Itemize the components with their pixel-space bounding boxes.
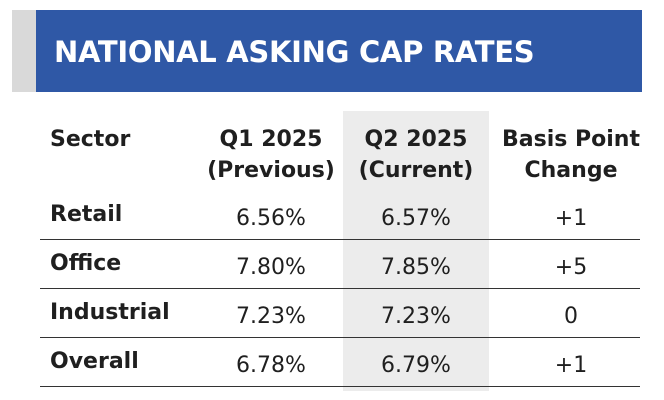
office-change-value: +5	[554, 255, 588, 280]
header-q2: Q2 2025 (Current)	[358, 127, 474, 183]
row-divider	[40, 239, 640, 240]
table-bottom-border	[40, 386, 640, 387]
title-banner: NATIONAL ASKING CAP RATES	[12, 10, 642, 92]
overall-change-value: +1	[554, 353, 588, 378]
office-q1-value: 7.80%	[236, 255, 306, 280]
industrial-change-value: 0	[564, 304, 578, 329]
title-accent-stripe	[12, 10, 36, 92]
current-quarter-column-highlight	[343, 111, 489, 391]
row-divider	[40, 337, 640, 338]
row-label-industrial: Industrial	[50, 300, 170, 325]
header-basis-point-change: Basis Point Change	[502, 127, 640, 183]
industrial-q2-value: 7.23%	[381, 304, 451, 329]
row-divider	[40, 288, 640, 289]
header-q1: Q1 2025 (Previous)	[207, 127, 335, 183]
industrial-q1-value: 7.23%	[236, 304, 306, 329]
retail-q2-value: 6.57%	[381, 206, 451, 231]
row-label-overall: Overall	[50, 349, 139, 374]
overall-q1-value: 6.78%	[236, 353, 306, 378]
retail-change-value: +1	[554, 206, 588, 231]
row-label-office: Office	[50, 251, 122, 276]
retail-q1-value: 6.56%	[236, 206, 306, 231]
row-label-retail: Retail	[50, 202, 123, 227]
office-q2-value: 7.85%	[381, 255, 451, 280]
page-title: NATIONAL ASKING CAP RATES	[54, 35, 535, 69]
overall-q2-value: 6.79%	[381, 353, 451, 378]
header-sector: Sector	[50, 127, 131, 152]
